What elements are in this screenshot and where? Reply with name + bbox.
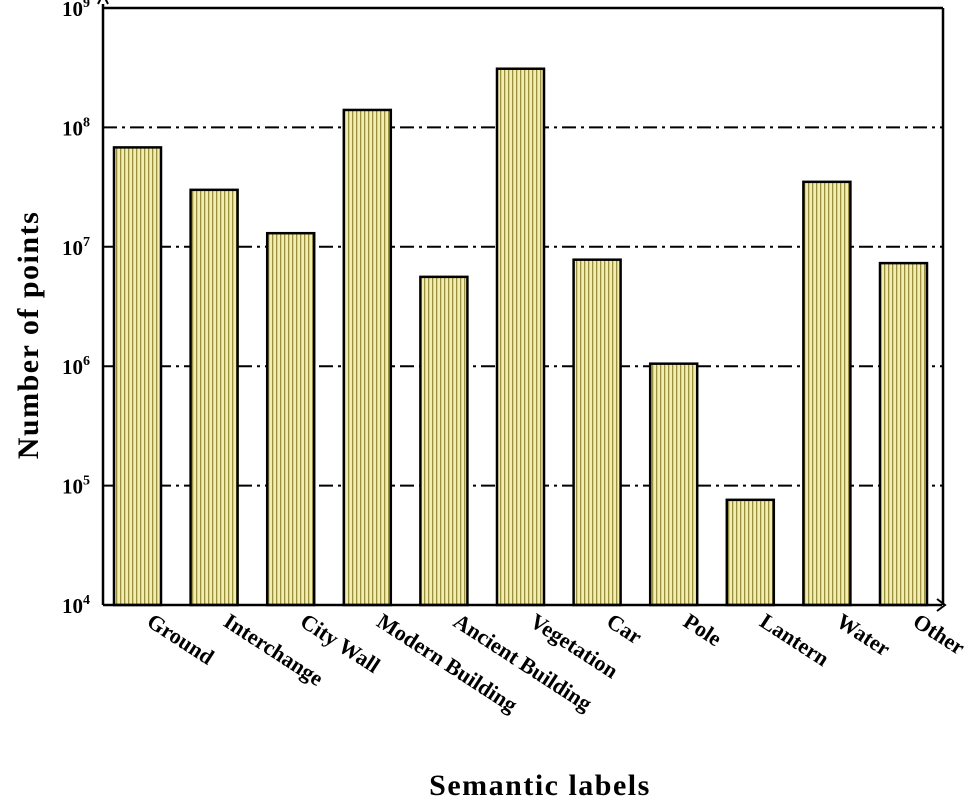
y-tick-label: 109: [62, 0, 90, 21]
bar-ancient-building: [419, 275, 469, 607]
x-tick-label: Modern Building: [373, 608, 522, 717]
x-tick-label: Ancient Building: [449, 608, 596, 716]
y-tick-label: 104: [62, 593, 90, 618]
y-tick-label: 105: [62, 474, 90, 499]
bar-lantern: [725, 498, 776, 607]
x-tick-label: Pole: [679, 608, 727, 651]
x-axis-title: Semantic labels: [429, 769, 651, 802]
bar-modern-building: [342, 108, 393, 607]
plot-frame: [103, 4, 947, 612]
bar-vegetation: [495, 67, 546, 607]
bar-ground: [112, 146, 163, 607]
x-tick-label: Car: [602, 608, 647, 649]
bar-water: [802, 180, 852, 607]
bar-interchange: [189, 188, 239, 607]
bar-city-wall: [265, 231, 316, 607]
bar-pole: [648, 362, 699, 607]
y-tick-label: 108: [62, 115, 90, 140]
x-tick-label: Water: [832, 608, 895, 661]
x-tick-label: Other: [909, 608, 970, 660]
bars: [112, 67, 929, 607]
gridlines: [103, 126, 943, 487]
bar-car: [572, 258, 622, 607]
x-axis-arrowhead: [936, 598, 947, 612]
y-tick-label: 106: [62, 354, 90, 379]
x-tick-label: Lantern: [756, 608, 834, 671]
bar-other: [878, 261, 929, 607]
y-tick-label: 107: [62, 235, 90, 260]
y-axis-title: Number of points: [12, 211, 45, 459]
x-tick-label: Ground: [143, 608, 219, 669]
y-tick-labels: 104 105 106 107 108 109: [62, 0, 90, 618]
